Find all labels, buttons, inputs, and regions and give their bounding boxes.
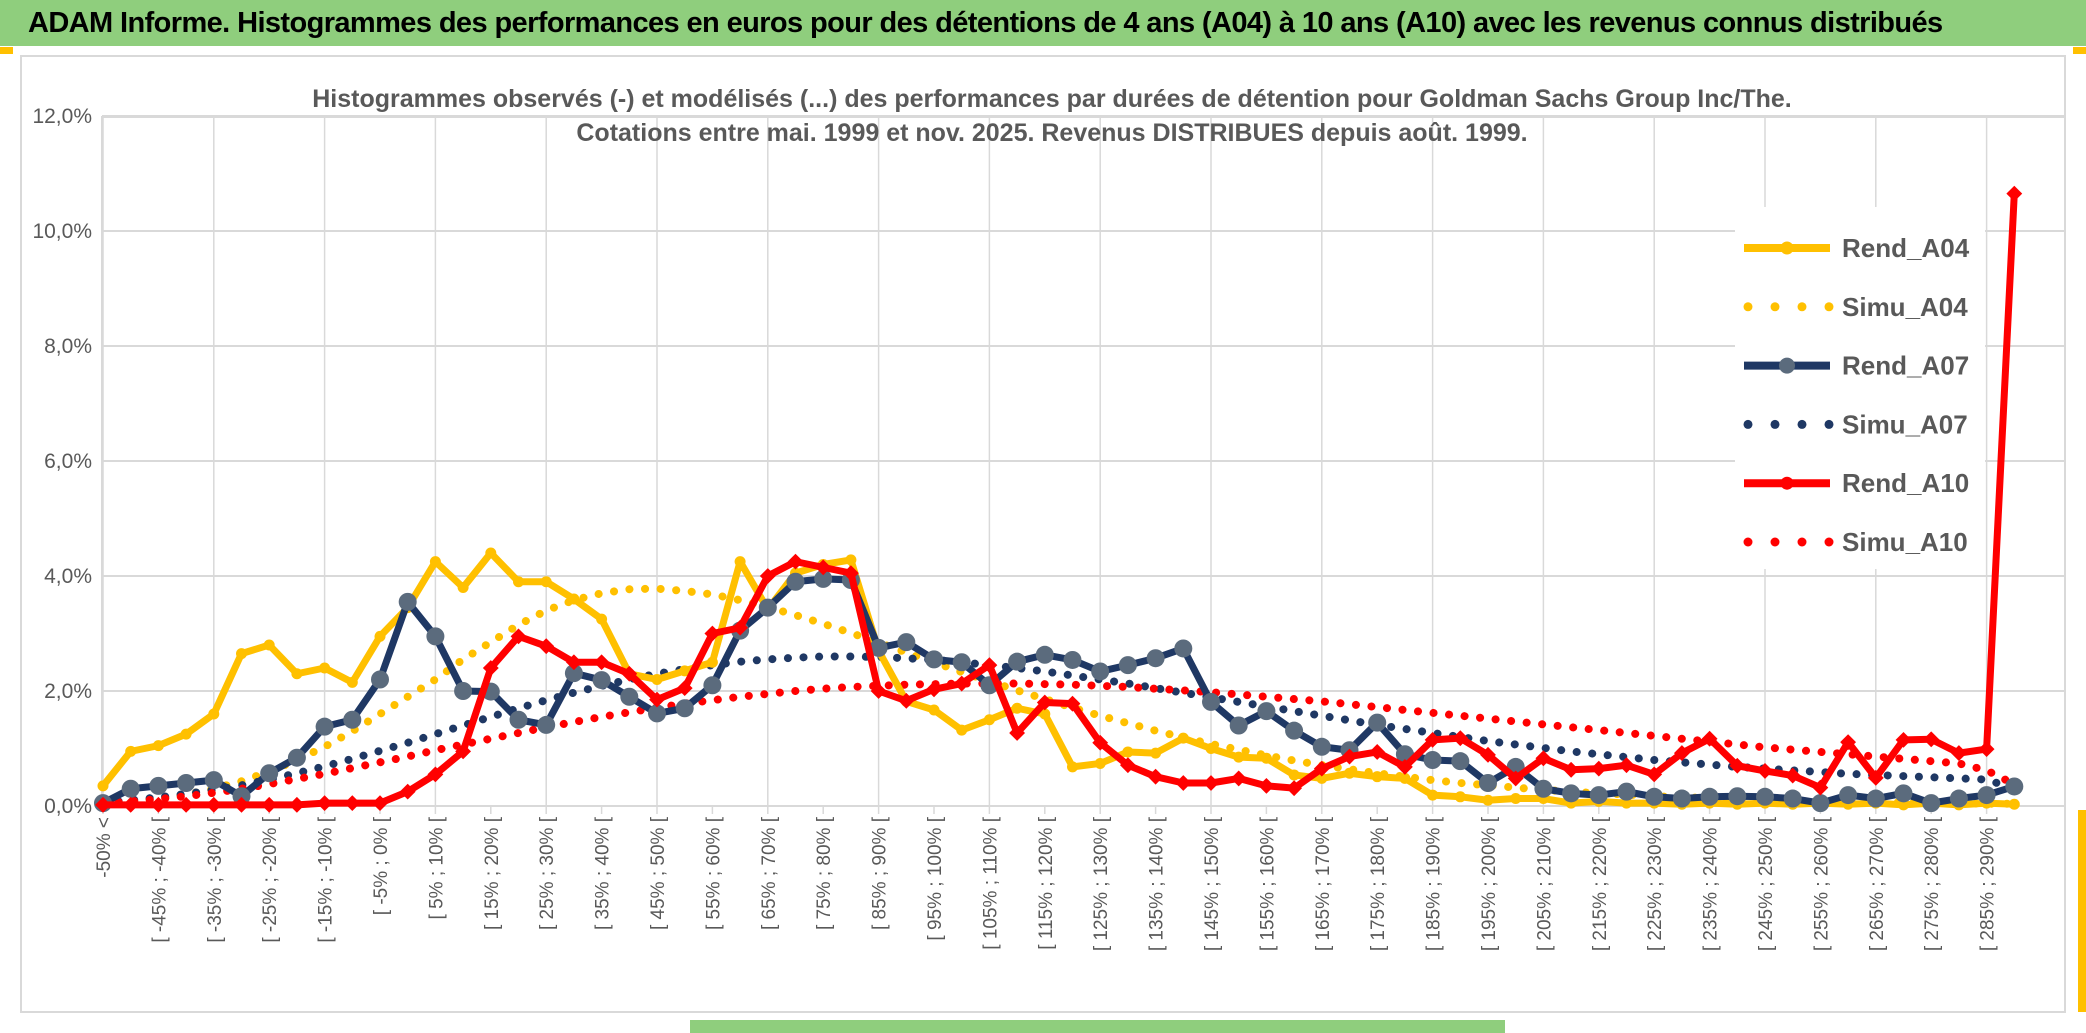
svg-text:[ -35% ; -30% [: [ -35% ; -30% [ [205,816,226,942]
accent-strip [0,46,2086,55]
series-Simu_A10 [99,679,2019,808]
svg-text:[ 35% ; 40% [: [ 35% ; 40% [ [593,816,614,930]
svg-text:[ 115% ; 120% [: [ 115% ; 120% [ [1036,816,1057,949]
right-accent-bar [2078,810,2086,1012]
svg-text:[ 235% ; 240% [: [ 235% ; 240% [ [1701,816,1722,951]
svg-text:0,0%: 0,0% [44,795,92,818]
svg-text:[ 185% ; 190% [: [ 185% ; 190% [ [1424,816,1445,951]
svg-text:[ 75% ; 80% [: [ 75% ; 80% [ [814,816,835,930]
series-Rend_A04 [97,547,2020,811]
report-title: ADAM Informe. Histogrammes des performan… [28,6,1943,39]
svg-text:[ 255% ; 260% [: [ 255% ; 260% [ [1811,816,1832,951]
svg-text:[ 105% ; 110% [: [ 105% ; 110% [ [980,816,1001,949]
plot-grid [101,115,2064,814]
svg-text:[ 85% ; 90% [: [ 85% ; 90% [ [870,816,891,930]
legend-label: Simu_A10 [1842,527,1968,557]
svg-text:2,0%: 2,0% [44,680,92,703]
series-Rend_A07 [94,569,2024,813]
legend-item-Simu_A04[interactable]: Simu_A04 [1743,292,1969,322]
svg-text:[ 265% ; 270% [: [ 265% ; 270% [ [1867,816,1888,951]
svg-text:[ 285% ; 290% [: [ 285% ; 290% [ [1978,816,1999,951]
svg-text:8,0%: 8,0% [44,335,92,358]
chart-title: Histogrammes observés (-) et modélisés (… [312,85,1792,147]
svg-text:[ -45% ; -40% [: [ -45% ; -40% [ [149,816,170,942]
series-Simu_A07 [99,652,2019,807]
svg-text:[ 175% ; 180% [: [ 175% ; 180% [ [1368,816,1389,951]
legend-label: Simu_A07 [1842,409,1968,439]
legend-marker-icon [1779,357,1795,374]
svg-text:Histogrammes observés (-) et m: Histogrammes observés (-) et modélisés (… [312,85,1792,113]
legend-item-Rend_A07[interactable]: Rend_A07 [1744,351,1969,381]
performance-histogram-chart: 0,0% 2,0% 4,0% 6,0% 8,0% 10,0% 12,0% -50% < [ -4… [32,85,2064,951]
svg-text:[ 215% ; 220% [: [ 215% ; 220% [ [1590,816,1611,951]
legend-item-Rend_A10[interactable]: Rend_A10 [1744,468,1969,498]
svg-text:[ 275% ; 280% [: [ 275% ; 280% [ [1922,816,1943,951]
svg-text:[ 25% ; 30% [: [ 25% ; 30% [ [537,816,558,930]
svg-text:[ 165% ; 170% [: [ 165% ; 170% [ [1313,816,1334,951]
legend-label: Rend_A04 [1842,233,1970,263]
svg-text:10,0%: 10,0% [32,220,92,243]
bottom-green-strip [690,1020,1505,1033]
svg-text:[ 225% ; 230% [: [ 225% ; 230% [ [1645,816,1666,951]
svg-text:[ 95% ; 100% [: [ 95% ; 100% [ [925,816,946,940]
svg-text:-50% <: -50% < [94,817,115,878]
svg-text:[ 195% ; 200% [: [ 195% ; 200% [ [1479,816,1500,951]
svg-text:[ 205% ; 210% [: [ 205% ; 210% [ [1534,816,1555,951]
y-axis-labels: 0,0% 2,0% 4,0% 6,0% 8,0% 10,0% 12,0% [32,105,92,818]
title-banner: ADAM Informe. Histogrammes des performan… [0,0,2086,46]
svg-text:4,0%: 4,0% [44,565,92,588]
svg-text:[ 125% ; 130% [: [ 125% ; 130% [ [1091,816,1112,951]
series-Rend_A10 [95,185,2023,813]
svg-text:12,0%: 12,0% [32,105,92,128]
legend: Rend_A04 Simu_A04 Rend_A07 Simu_A07 Rend_A10… [1735,207,1985,569]
svg-text:6,0%: 6,0% [44,450,92,473]
svg-text:[ -15% ; -10% [: [ -15% ; -10% [ [316,816,337,942]
svg-text:Cotations entre mai. 1999 et n: Cotations entre mai. 1999 et nov. 2025. … [576,119,1527,147]
chart-area: 0,0% 2,0% 4,0% 6,0% 8,0% 10,0% 12,0% -50% < [ -4… [20,55,2066,1013]
accent-chip-right [2073,47,2086,54]
svg-text:[ -5% ; 0% [: [ -5% ; 0% [ [371,816,392,915]
svg-text:[ -25% ; -20% [: [ -25% ; -20% [ [260,816,281,942]
svg-text:[ 245% ; 250% [: [ 245% ; 250% [ [1756,816,1777,951]
legend-marker-icon [1780,476,1794,490]
svg-text:[ 45% ; 50% [: [ 45% ; 50% [ [648,816,669,930]
svg-text:[ 135% ; 140% [: [ 135% ; 140% [ [1147,816,1168,951]
legend-item-Rend_A04[interactable]: Rend_A04 [1744,233,1970,263]
legend-item-Simu_A10[interactable]: Simu_A10 [1743,527,1968,557]
series-Simu_A04 [99,584,2019,808]
legend-label: Simu_A04 [1842,292,1968,322]
svg-text:[ 145% ; 150% [: [ 145% ; 150% [ [1202,816,1223,951]
legend-item-Simu_A07[interactable]: Simu_A07 [1743,409,1968,439]
accent-chip-left [0,47,13,54]
x-axis-labels: -50% < [ -45% ; -40% [ [ -35% ; -30% [ [ -2… [94,816,1999,951]
legend-marker-icon [1780,241,1794,255]
svg-text:[ 65% ; 70% [: [ 65% ; 70% [ [759,816,780,930]
legend-label: Rend_A10 [1842,468,1969,498]
legend-label: Rend_A07 [1842,351,1969,381]
svg-text:[ 5% ; 10% [: [ 5% ; 10% [ [426,816,447,919]
svg-text:[ 15% ; 20% [: [ 15% ; 20% [ [482,816,503,930]
svg-text:[ 55% ; 60% [: [ 55% ; 60% [ [703,816,724,930]
svg-text:[ 155% ; 160% [: [ 155% ; 160% [ [1257,816,1278,951]
